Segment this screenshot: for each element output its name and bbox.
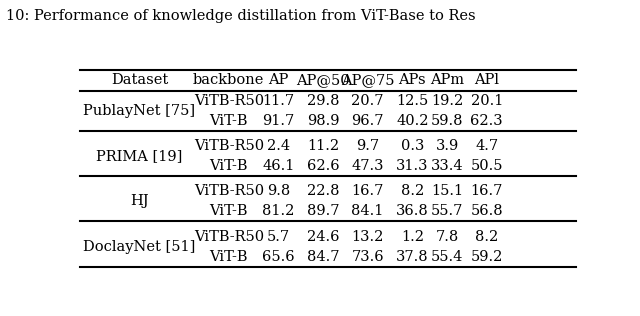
Text: 56.8: 56.8 [470,204,503,218]
Text: AP: AP [268,73,289,87]
Text: Dataset: Dataset [111,73,168,87]
Text: 84.1: 84.1 [351,204,384,218]
Text: DoclayNet [51]: DoclayNet [51] [83,240,196,254]
Text: 91.7: 91.7 [262,114,294,128]
Text: 65.6: 65.6 [262,250,294,264]
Text: 8.2: 8.2 [475,230,499,244]
Text: 20.1: 20.1 [470,94,503,108]
Text: 24.6: 24.6 [307,230,339,244]
Text: 8.2: 8.2 [401,185,424,198]
Text: 10: Performance of knowledge distillation from ViT-Base to Res: 10: Performance of knowledge distillatio… [6,9,476,23]
Text: HJ: HJ [130,194,149,209]
Text: 55.7: 55.7 [431,204,463,218]
Text: 59.8: 59.8 [431,114,463,128]
Text: 11.2: 11.2 [307,139,339,153]
Text: ViTB-R50: ViTB-R50 [194,94,264,108]
Text: 62.6: 62.6 [307,159,339,173]
Text: 1.2: 1.2 [401,230,424,244]
Text: 33.4: 33.4 [431,159,463,173]
Text: 0.3: 0.3 [401,139,424,153]
Text: 59.2: 59.2 [470,250,503,264]
Text: 12.5: 12.5 [396,94,428,108]
Text: 40.2: 40.2 [396,114,429,128]
Text: 98.9: 98.9 [307,114,339,128]
Text: 16.7: 16.7 [351,185,384,198]
Text: PRIMA [19]: PRIMA [19] [97,149,182,163]
Text: ViTB-R50: ViTB-R50 [194,185,264,198]
Text: 36.8: 36.8 [396,204,429,218]
Text: ViTB-R50: ViTB-R50 [194,230,264,244]
Text: 89.7: 89.7 [307,204,339,218]
Text: 55.4: 55.4 [431,250,463,264]
Text: ViT-B: ViT-B [209,114,248,128]
Text: 81.2: 81.2 [262,204,294,218]
Text: ViT-B: ViT-B [209,204,248,218]
Text: ViT-B: ViT-B [209,159,248,173]
Text: 37.8: 37.8 [396,250,429,264]
Text: ViT-B: ViT-B [209,250,248,264]
Text: 22.8: 22.8 [307,185,339,198]
Text: 73.6: 73.6 [351,250,384,264]
Text: 16.7: 16.7 [470,185,503,198]
Text: APl: APl [474,73,499,87]
Text: 31.3: 31.3 [396,159,429,173]
Text: 9.8: 9.8 [267,185,290,198]
Text: 13.2: 13.2 [351,230,384,244]
Text: 62.3: 62.3 [470,114,503,128]
Text: 4.7: 4.7 [475,139,499,153]
Text: 84.7: 84.7 [307,250,339,264]
Text: 19.2: 19.2 [431,94,463,108]
Text: APm: APm [430,73,464,87]
Text: 50.5: 50.5 [470,159,503,173]
Text: backbone: backbone [193,73,264,87]
Text: 15.1: 15.1 [431,185,463,198]
Text: 47.3: 47.3 [351,159,384,173]
Text: 9.7: 9.7 [356,139,380,153]
Text: APs: APs [399,73,426,87]
Text: 29.8: 29.8 [307,94,339,108]
Text: ViTB-R50: ViTB-R50 [194,139,264,153]
Text: 11.7: 11.7 [262,94,294,108]
Text: 7.8: 7.8 [435,230,459,244]
Text: 3.9: 3.9 [435,139,459,153]
Text: 5.7: 5.7 [267,230,290,244]
Text: 96.7: 96.7 [351,114,384,128]
Text: AP@75: AP@75 [341,73,394,87]
Text: PublayNet [75]: PublayNet [75] [83,104,196,118]
Text: 20.7: 20.7 [351,94,384,108]
Text: 2.4: 2.4 [267,139,290,153]
Text: AP@50: AP@50 [296,73,350,87]
Text: 46.1: 46.1 [262,159,294,173]
